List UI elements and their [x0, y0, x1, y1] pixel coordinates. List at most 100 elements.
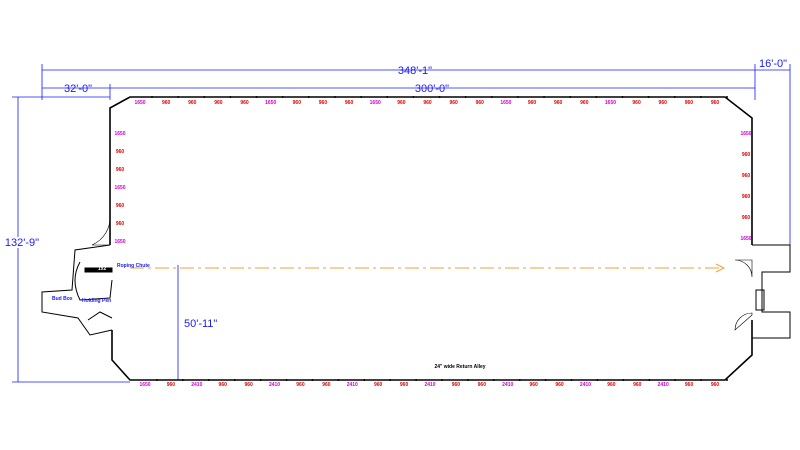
panel-joint — [621, 96, 624, 98]
panel-joint — [285, 379, 288, 381]
panel-label: 960 — [742, 152, 751, 158]
holding-pen-label: Holding Pen — [82, 298, 111, 304]
panel-joint — [438, 96, 441, 98]
gate — [734, 312, 753, 331]
panel-joint — [229, 96, 232, 98]
panel-label: 1650 — [370, 100, 381, 106]
panel-label: 960 — [116, 149, 125, 155]
panel-joint — [596, 379, 599, 381]
panel-joint — [203, 96, 206, 98]
panel-joint — [490, 96, 493, 98]
panel-joint — [518, 379, 521, 381]
panel-label: 960 — [633, 382, 642, 388]
panel-joint — [726, 96, 728, 98]
dim-overall-width: 132'-9" — [5, 237, 39, 249]
panel-label: 1650 — [139, 382, 150, 388]
panel-label: 2410 — [191, 382, 202, 388]
panel-label: 1650 — [134, 100, 145, 106]
dim-overall-length: 348'-1" — [398, 65, 432, 77]
chute-system — [41, 244, 113, 336]
panel-label: 960 — [319, 100, 328, 106]
panel-label: 960 — [162, 100, 171, 106]
panel-joint — [360, 96, 363, 98]
panel-label: 1650 — [605, 100, 616, 106]
panel-label: 1650 — [114, 239, 125, 245]
panel-label: 960 — [529, 382, 538, 388]
roping-arrow — [715, 263, 726, 273]
panel-joint — [674, 379, 677, 381]
panel-label: 2410 — [580, 382, 591, 388]
panel-joint — [311, 379, 314, 381]
panel-label: 1650 — [740, 131, 751, 137]
panel-joint — [726, 379, 728, 381]
panel-label: 960 — [167, 382, 176, 388]
panel-label: 960 — [188, 100, 197, 106]
panel-joint — [516, 96, 519, 98]
panel-label: 960 — [219, 382, 228, 388]
panel-label: 960 — [374, 382, 383, 388]
panel-label: 960 — [116, 221, 125, 227]
panel-joint — [151, 96, 153, 98]
panel-label: 960 — [711, 100, 720, 106]
panel-joint — [544, 379, 547, 381]
panel-label: 960 — [685, 382, 694, 388]
panel-label: 960 — [580, 100, 589, 106]
dimension-lines — [12, 64, 791, 383]
panel-label: 960 — [296, 382, 305, 388]
panel-joint — [415, 379, 418, 381]
panel-joint — [464, 96, 467, 98]
panel-joint — [622, 379, 625, 381]
panel-joint — [233, 379, 236, 381]
panel-joint — [441, 379, 443, 381]
panel-label: 960 — [555, 382, 564, 388]
panel-joint — [307, 96, 310, 98]
panel-label: 960 — [400, 382, 409, 388]
panel-joint — [281, 96, 284, 98]
panel-label: 960 — [478, 382, 487, 388]
panel-label: 2410 — [347, 382, 358, 388]
panel-label: 960 — [476, 100, 485, 106]
panel-label: 2410 — [269, 382, 280, 388]
panel-joint — [647, 96, 650, 98]
panel-joint — [543, 96, 546, 98]
panel-label: 1650 — [114, 131, 125, 137]
panel-joint — [699, 96, 702, 98]
panel-joint — [412, 96, 415, 98]
panel-joint — [156, 379, 158, 381]
panel-label: 960 — [742, 194, 751, 200]
panel-joint — [389, 379, 392, 381]
panel-label: 960 — [607, 382, 616, 388]
dim-right-extension: 16'-0" — [759, 58, 787, 70]
panel-label: 960 — [240, 100, 249, 106]
panel-label: 2410 — [502, 382, 513, 388]
panel-joint — [570, 379, 573, 381]
panel-label: 1650 — [265, 100, 276, 106]
panel-joint — [673, 96, 676, 98]
panel-label: 960 — [293, 100, 302, 106]
dim-arena-length: 300'-0" — [415, 83, 449, 95]
roping-chute-label: Roping Chute — [117, 263, 150, 269]
panel-joint — [255, 96, 258, 98]
panel-label: 960 — [452, 382, 461, 388]
panel-label: 960 — [742, 173, 751, 179]
gate — [91, 214, 111, 246]
panel-label: 1650 — [500, 100, 511, 106]
panel-label: 960 — [711, 382, 720, 388]
panel-label: 960 — [742, 215, 751, 221]
gate — [734, 259, 753, 278]
bud-box-label: Bud Box — [52, 296, 73, 302]
panel-label: 960 — [423, 100, 432, 106]
panel-label: 960 — [214, 100, 223, 106]
panel-label: 2410 — [424, 382, 435, 388]
panel-joint — [466, 379, 469, 381]
panel-label: 960 — [659, 100, 668, 106]
panel-joint — [648, 379, 651, 381]
panel-label: 2410 — [658, 382, 669, 388]
panel-joint — [700, 379, 703, 381]
panel-joint — [333, 96, 336, 98]
panel-label: 960 — [345, 100, 354, 106]
panel-joint — [363, 379, 366, 381]
dim-chute-offset: 50'-11" — [184, 318, 217, 330]
panel-joint — [386, 96, 389, 98]
